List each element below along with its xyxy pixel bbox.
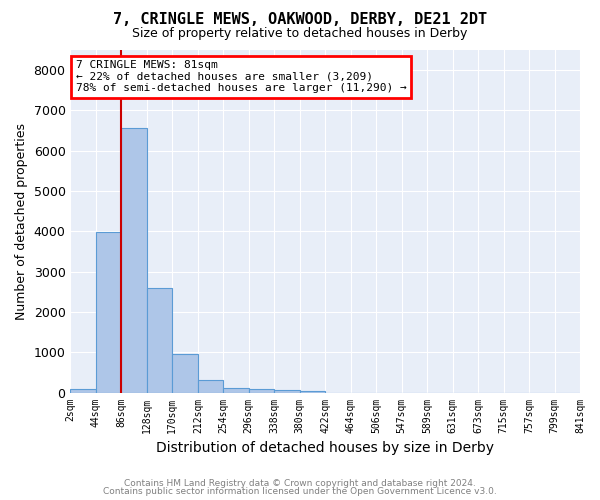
Text: Size of property relative to detached houses in Derby: Size of property relative to detached ho… [133, 28, 467, 40]
X-axis label: Distribution of detached houses by size in Derby: Distribution of detached houses by size … [156, 441, 494, 455]
Bar [223, 388, 249, 392]
Y-axis label: Number of detached properties: Number of detached properties [15, 123, 28, 320]
Bar [249, 388, 274, 392]
Bar [300, 391, 325, 392]
Text: 7 CRINGLE MEWS: 81sqm
← 22% of detached houses are smaller (3,209)
78% of semi-d: 7 CRINGLE MEWS: 81sqm ← 22% of detached … [76, 60, 406, 94]
Text: Contains public sector information licensed under the Open Government Licence v3: Contains public sector information licen… [103, 487, 497, 496]
Bar [96, 232, 121, 392]
Text: 7, CRINGLE MEWS, OAKWOOD, DERBY, DE21 2DT: 7, CRINGLE MEWS, OAKWOOD, DERBY, DE21 2D… [113, 12, 487, 28]
Bar [274, 390, 300, 392]
Bar [121, 128, 147, 392]
Bar [70, 390, 96, 392]
Bar [198, 380, 223, 392]
Text: Contains HM Land Registry data © Crown copyright and database right 2024.: Contains HM Land Registry data © Crown c… [124, 478, 476, 488]
Bar [172, 354, 198, 393]
Bar [147, 288, 172, 393]
